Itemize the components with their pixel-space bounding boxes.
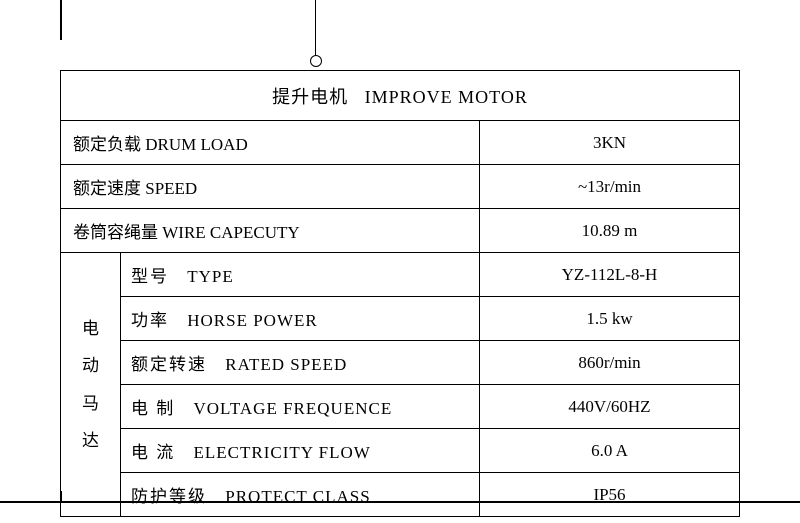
frame-stub-bottom: [60, 491, 62, 503]
label-en: SPEED: [145, 179, 197, 198]
table-row: 防护等级 PROTECT CLASS IP56: [61, 473, 740, 517]
table-row: 电 流 ELECTRICITY FLOW 6.0 A: [61, 429, 740, 473]
label-cell: 额定转速 RATED SPEED: [121, 341, 480, 385]
title-row: 提升电机 IMPROVE MOTOR: [61, 71, 740, 121]
label-cn: 额定转速: [131, 355, 207, 374]
table-row: 电 制 VOLTAGE FREQUENCE 440V/60HZ: [61, 385, 740, 429]
value-cell: 860r/min: [480, 341, 740, 385]
label-cn: 功率: [131, 311, 169, 330]
label-cell: 额定负载 DRUM LOAD: [61, 121, 480, 165]
value-cell: ~13r/min: [480, 165, 740, 209]
table-row: 额定速度 SPEED ~13r/min: [61, 165, 740, 209]
value-cell: 440V/60HZ: [480, 385, 740, 429]
table-row: 卷筒容绳量 WIRE CAPECUTY 10.89 m: [61, 209, 740, 253]
label-cell: 功率 HORSE POWER: [121, 297, 480, 341]
value-cell: YZ-112L-8-H: [480, 253, 740, 297]
label-cell: 型号 TYPE: [121, 253, 480, 297]
frame-stub-left: [60, 0, 62, 40]
table-row: 额定转速 RATED SPEED 860r/min: [61, 341, 740, 385]
title-en: IMPROVE MOTOR: [365, 87, 528, 107]
label-cn: 型号: [131, 267, 169, 286]
spec-table: 提升电机 IMPROVE MOTOR 额定负载 DRUM LOAD 3KN 额定…: [60, 70, 740, 517]
label-cell: 电 制 VOLTAGE FREQUENCE: [121, 385, 480, 429]
label-cell: 电 流 ELECTRICITY FLOW: [121, 429, 480, 473]
label-en: PROTECT CLASS: [225, 487, 370, 506]
table-row: 额定负载 DRUM LOAD 3KN: [61, 121, 740, 165]
leader-circle: [310, 55, 322, 67]
label-en: DRUM LOAD: [145, 135, 247, 154]
label-cn: 额定速度: [73, 179, 141, 198]
vheader-char: 电: [61, 310, 120, 347]
vheader-char: 动: [61, 347, 120, 384]
label-en: RATED SPEED: [225, 355, 347, 374]
label-en: VOLTAGE FREQUENCE: [194, 399, 393, 418]
drawing-baseline: [0, 501, 800, 503]
table-row: 功率 HORSE POWER 1.5 kw: [61, 297, 740, 341]
value-cell: 1.5 kw: [480, 297, 740, 341]
label-en: HORSE POWER: [187, 311, 317, 330]
leader-line: [315, 0, 316, 62]
table-row: 电 动 马 达 型号 TYPE YZ-112L-8-H: [61, 253, 740, 297]
motor-vertical-header: 电 动 马 达: [61, 253, 121, 517]
label-cn: 电 流: [131, 443, 175, 462]
label-en: WIRE CAPECUTY: [162, 223, 299, 242]
label-cn: 防护等级: [131, 487, 207, 506]
value-cell: 10.89 m: [480, 209, 740, 253]
label-cell: 额定速度 SPEED: [61, 165, 480, 209]
vheader-char: 马: [61, 385, 120, 422]
label-cell: 卷筒容绳量 WIRE CAPECUTY: [61, 209, 480, 253]
value-cell: IP56: [480, 473, 740, 517]
title-cn: 提升电机: [272, 87, 348, 107]
table-title: 提升电机 IMPROVE MOTOR: [61, 71, 740, 121]
label-cn: 卷筒容绳量: [73, 223, 158, 242]
label-cn: 额定负载: [73, 135, 141, 154]
label-en: ELECTRICITY FLOW: [194, 443, 371, 462]
label-en: TYPE: [187, 267, 234, 286]
value-cell: 3KN: [480, 121, 740, 165]
vheader-char: 达: [61, 422, 120, 459]
value-cell: 6.0 A: [480, 429, 740, 473]
label-cn: 电 制: [131, 399, 175, 418]
label-cell: 防护等级 PROTECT CLASS: [121, 473, 480, 517]
